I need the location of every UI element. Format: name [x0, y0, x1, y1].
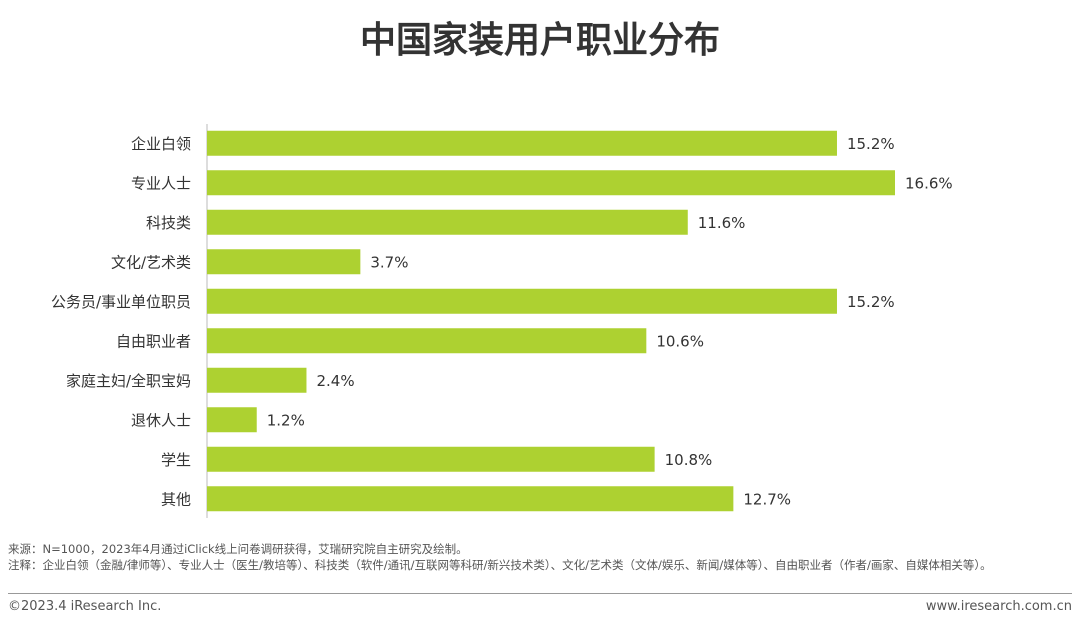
bar: [207, 130, 837, 156]
value-label: 3.7%: [370, 253, 408, 271]
bar: [207, 170, 895, 196]
category-label: 公务员/事业单位职员: [51, 293, 191, 311]
bar: [207, 367, 307, 393]
bar: [207, 407, 257, 433]
category-label: 文化/艺术类: [111, 253, 191, 271]
bar: [207, 328, 647, 354]
category-label: 学生: [161, 451, 191, 469]
category-label: 其他: [161, 490, 191, 508]
value-label: 10.6%: [656, 332, 704, 350]
bar: [207, 209, 688, 235]
copyright: ©2023.4 iResearch Inc.: [8, 599, 162, 614]
chart-title: 中国家装用户职业分布: [360, 20, 720, 61]
source: 来源：N=1000，2023年4月通过iClick线上问卷调研获得，艾瑞研究院自…: [8, 542, 468, 556]
value-label: 12.7%: [743, 490, 791, 508]
chart: 中国家装用户职业分布 企业白领 15.2% 专业人士 16.6% 科技类 11.6% 文化/…: [51, 20, 953, 518]
value-label: 15.2%: [847, 135, 895, 153]
category-label: 专业人士: [131, 174, 191, 192]
value-label: 11.6%: [698, 214, 746, 232]
category-label: 自由职业者: [116, 332, 191, 350]
website: www.iresearch.com.cn: [925, 599, 1072, 614]
category-label: 科技类: [146, 214, 191, 232]
divider: [8, 593, 1072, 594]
bar: [207, 446, 655, 472]
value-label: 1.2%: [267, 411, 305, 429]
value-label: 15.2%: [847, 293, 895, 311]
category-label: 家庭主妇/全职宝妈: [66, 372, 191, 390]
category-label: 退休人士: [131, 411, 191, 429]
bar: [207, 288, 837, 314]
bar: [207, 249, 361, 275]
value-label: 10.8%: [665, 451, 713, 469]
bar: [207, 486, 734, 512]
value-label: 16.6%: [905, 174, 953, 192]
category-label: 企业白领: [131, 135, 191, 153]
value-label: 2.4%: [316, 372, 354, 390]
note: 注释：企业白领（金融/律师等）、专业人士（医生/教培等）、科技类（软件/通讯/互…: [8, 558, 992, 572]
